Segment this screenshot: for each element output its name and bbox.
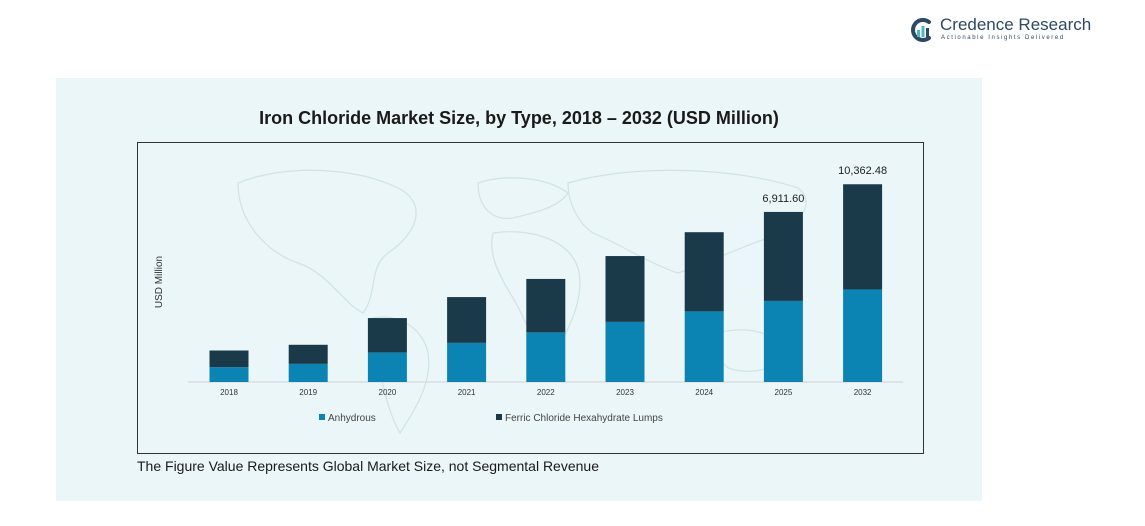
bar-anhydrous-2025 [763,300,803,382]
bar-anhydrous-2032 [843,289,883,382]
bar-anhydrous-2020 [367,352,407,382]
legend: Anhydrous Ferric Chloride Hexahydrate Lum… [319,413,663,424]
bar-ferric-chloride-hexahydrate-lumps-2025 [763,211,803,301]
footnote: The Figure Value Represents Global Marke… [137,458,599,474]
bar-anhydrous-2019 [288,363,328,382]
x-tick-label-2024: 2024 [695,388,713,397]
chart-title: Iron Chloride Market Size, by Type, 2018… [259,108,779,128]
bar-ferric-chloride-hexahydrate-lumps-2020 [367,318,407,353]
legend-item-ferric-chloride-hexahydrate-lumps: Ferric Chloride Hexahydrate Lumps [496,413,663,424]
bar-anhydrous-2021 [447,342,487,382]
brand-logo: Credence Research Actionable Insights De… [908,14,1098,46]
legend-swatch-ferric-chloride-hexahydrate-lumps [496,414,502,420]
bar-anhydrous-2022 [526,332,566,382]
x-tick-label-2020: 2020 [379,388,397,397]
x-tick-label-2025: 2025 [775,388,793,397]
bar-ferric-chloride-hexahydrate-lumps-2022 [526,278,566,333]
brand-name: Credence Research [940,15,1092,34]
x-tick-label-2019: 2019 [299,388,317,397]
data-label-total-2025: 6,911.60 [762,193,804,205]
x-tick-label-2021: 2021 [458,388,476,397]
bar-ferric-chloride-hexahydrate-lumps-2018 [209,350,249,368]
stacked-bar-chart: 2018 2019 2020 2021 2022 2023 2024 2025 2032 6,9… [154,165,903,435]
credence-logo-icon [911,18,931,42]
x-tick-label-2023: 2023 [616,388,634,397]
x-tick-label-2032: 2032 [854,388,872,397]
chart-frame: 2018 2019 2020 2021 2022 2023 2024 2025 2032 6,9… [137,142,924,454]
legend-item-anhydrous: Anhydrous [319,413,376,424]
bar-ferric-chloride-hexahydrate-lumps-2021 [447,297,487,343]
legend-label-ferric-chloride-hexahydrate-lumps: Ferric Chloride Hexahydrate Lumps [505,413,663,424]
y-axis-label: USD Million [154,256,165,308]
x-tick-label-2018: 2018 [220,388,238,397]
legend-swatch-anhydrous [319,414,325,420]
x-tick-label-2022: 2022 [537,388,555,397]
bar-ferric-chloride-hexahydrate-lumps-2024 [684,232,724,312]
data-label-total-2032: 10,362.48 [838,165,887,177]
brand-tagline: Actionable Insights Delivered [941,35,1065,41]
bar-ferric-chloride-hexahydrate-lumps-2019 [288,344,328,364]
bar-anhydrous-2024 [684,311,724,382]
bar-anhydrous-2023 [605,321,645,382]
bar-ferric-chloride-hexahydrate-lumps-2032 [843,184,883,290]
legend-label-anhydrous: Anhydrous [328,413,376,424]
chart-panel: Iron Chloride Market Size, by Type, 2018… [56,78,982,501]
bar-anhydrous-2018 [209,367,249,382]
bar-ferric-chloride-hexahydrate-lumps-2023 [605,256,645,322]
